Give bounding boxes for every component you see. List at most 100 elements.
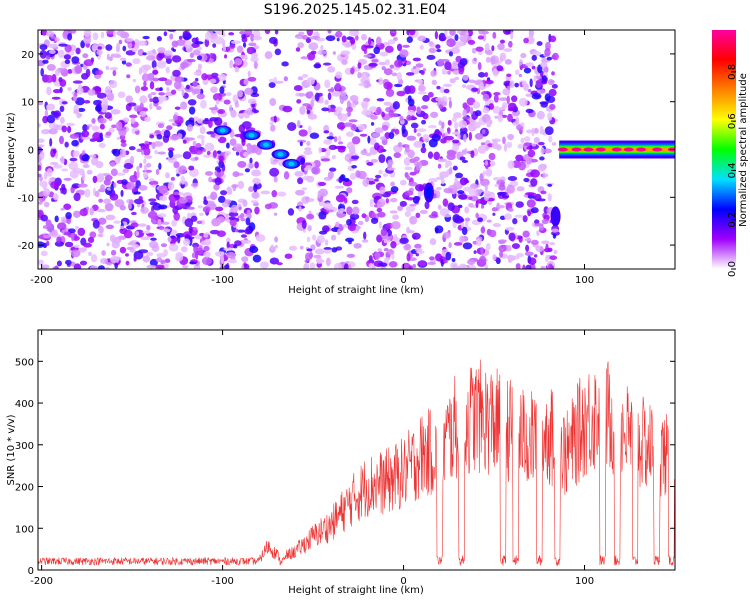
spectrogram-cell	[205, 171, 213, 176]
spectrogram-cell	[318, 188, 329, 197]
spectrogram-cell	[218, 195, 226, 204]
spectrogram-cell	[516, 252, 524, 258]
colorbar-tick-label: 0.0	[727, 261, 738, 277]
spectrogram-cell	[515, 154, 524, 162]
spectrogram-cell	[274, 236, 278, 243]
spectrogram-cell	[397, 205, 404, 212]
spectrogram-cell	[165, 172, 170, 179]
spectrogram-cell	[176, 234, 181, 244]
spectrogram-cell	[346, 141, 355, 150]
spectrogram-cell	[302, 73, 309, 78]
spectrogram-cell	[139, 102, 144, 111]
spectrogram-cell	[408, 265, 413, 269]
spectrogram-cell	[327, 66, 336, 73]
spectrogram-cell	[322, 202, 333, 210]
spectrogram-cell	[507, 160, 515, 169]
spectrogram-cell	[501, 195, 510, 199]
spectrogram-cell	[355, 170, 361, 178]
spectrogram-cell	[105, 214, 116, 221]
spectrogram-cell	[440, 178, 445, 185]
spectrogram-cell	[191, 37, 198, 44]
spectrogram-feature-diagonal-track	[219, 128, 226, 133]
spectrogram-cell	[203, 199, 209, 205]
snr-y-tick-label: 300	[15, 441, 34, 452]
spectrogram-cell	[269, 257, 280, 265]
spectrogram-cell	[308, 42, 319, 51]
spectrogram-cell	[507, 175, 518, 182]
spectrogram-cell	[383, 101, 392, 106]
spectrogram-cell	[295, 47, 301, 52]
spectrogram-cell	[99, 132, 103, 139]
spectrogram-cell	[467, 30, 473, 37]
spectrogram-cell	[97, 46, 102, 50]
spectrogram-cell	[205, 31, 212, 41]
snr-x-tick-label: -200	[30, 576, 53, 587]
spectrogram-cell	[229, 138, 237, 146]
spectrogram-cell	[200, 99, 207, 109]
spectrogram-cell	[392, 214, 400, 220]
spectrogram-cell	[443, 259, 448, 264]
spectrogram-cell	[391, 72, 398, 77]
spectrogram-cell	[208, 58, 215, 63]
spectrogram-cell	[242, 42, 247, 48]
spectrogram-cell	[448, 242, 452, 249]
spectrogram-cell	[393, 236, 398, 240]
spectrogram-cell	[447, 127, 451, 135]
spectrogram-cell	[524, 238, 532, 242]
spectrogram-feature-diagonal-track	[248, 132, 255, 138]
spectrogram-cell	[462, 116, 470, 120]
spectrogram-cell	[65, 212, 72, 220]
spectrogram-feature-tone-band	[636, 147, 647, 152]
spectrogram-cell	[357, 71, 362, 79]
spectrogram-cell	[435, 97, 445, 102]
spectrogram-cell	[326, 136, 335, 140]
spectrogram-cell	[477, 144, 487, 154]
spectrogram-cell	[477, 71, 486, 78]
spectrogram-cell	[105, 224, 114, 230]
spectrogram-cell	[436, 48, 442, 53]
spectrogram-cell	[58, 43, 68, 47]
spectrogram-cell	[177, 133, 183, 140]
spectrogram-cell	[378, 77, 384, 86]
spectrogram-cell	[376, 207, 383, 213]
spectrogram-cell	[103, 198, 111, 204]
spectrogram-cell	[273, 212, 278, 216]
spectrogram-cell	[69, 133, 80, 139]
spectrogram-cell	[413, 156, 420, 162]
spectrogram-cell	[446, 41, 451, 46]
spectrogram-cell	[306, 175, 315, 183]
spectrogram-cell	[116, 43, 121, 52]
spectrogram-cell	[371, 132, 381, 138]
spectrogram-cell	[196, 46, 203, 51]
spectrogram-cell	[228, 216, 237, 221]
spectrogram-cell	[325, 35, 336, 42]
spectrogram-cell	[437, 204, 442, 210]
spectrogram-cell	[247, 98, 257, 105]
spectrogram-cell	[72, 80, 83, 84]
spectrogram-cell	[269, 121, 274, 126]
spectrogram-cell	[203, 233, 209, 238]
spectrogram-cell	[199, 88, 204, 95]
spectrogram-cell	[507, 102, 517, 111]
spectrogram-cell	[224, 151, 228, 159]
spectrogram-cell	[518, 97, 528, 107]
spectrogram-cell	[122, 168, 130, 174]
spectrogram-cell	[148, 198, 157, 202]
spectrogram-cell	[351, 136, 361, 145]
spectrogram-cell	[105, 66, 110, 70]
spectrogram-cell	[92, 32, 99, 41]
spectrogram-cell	[148, 180, 159, 186]
spectrogram-cell	[388, 131, 395, 140]
spectrogram-cell	[488, 103, 495, 110]
spectrogram-cell	[468, 131, 473, 141]
spectrogram-cell	[169, 134, 180, 141]
spectrogram-cell	[54, 215, 59, 223]
spectrogram-cell	[306, 30, 313, 36]
spectrogram-cell	[110, 249, 117, 256]
spectrogram-cell	[410, 122, 419, 129]
spectrogram-cell	[170, 235, 176, 239]
spectrogram-cell	[158, 51, 165, 59]
spectrogram-cell	[321, 225, 330, 233]
spectrogram-cell	[182, 151, 192, 160]
